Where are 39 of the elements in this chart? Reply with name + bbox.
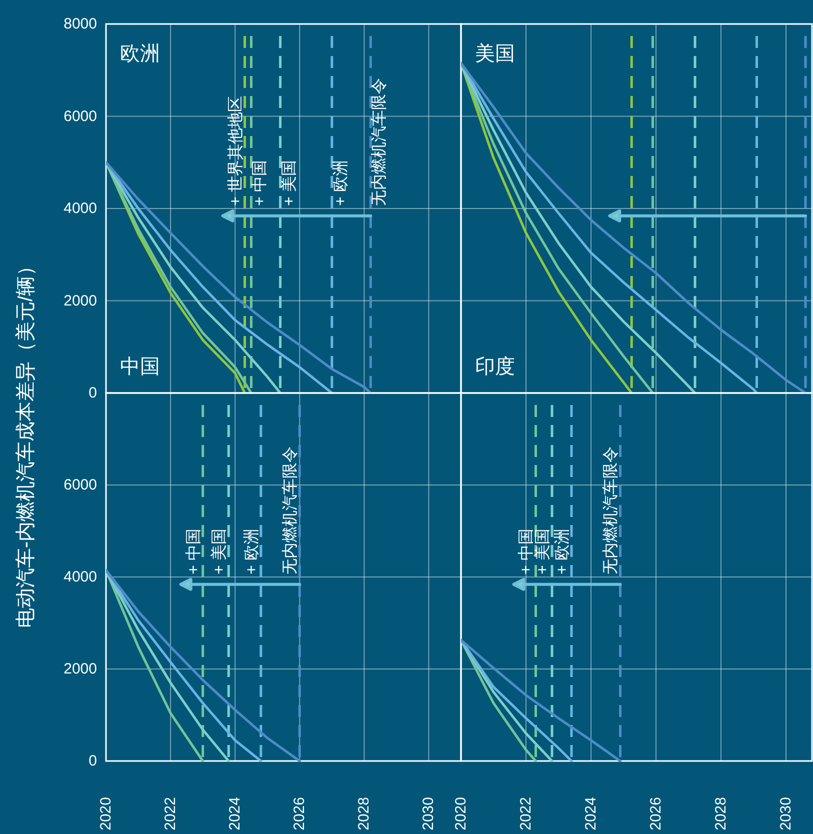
y-tick-label: 0	[88, 752, 97, 770]
ref-line-label: 无内燃机汽车限令	[281, 446, 300, 574]
x-tick-label: 2022	[518, 797, 534, 830]
y-tick-label: 4000	[64, 568, 97, 586]
x-tick-label: 2026	[648, 797, 664, 830]
ref-line-label: + 中国	[517, 528, 536, 574]
y-tick-label: 0	[88, 384, 97, 402]
x-tick-label: 2022	[162, 797, 180, 830]
ref-line-label: + 欧洲	[331, 160, 350, 206]
x-tick-label: 2028	[356, 797, 373, 830]
text: 美国	[475, 42, 515, 65]
x-tick-label: 2026	[291, 797, 308, 830]
chart-title: 印度	[475, 356, 515, 378]
x-tick-label: 2030	[420, 797, 438, 830]
ref-line-label: 无内燃机汽车限令	[370, 78, 388, 206]
chart-title: 中国	[120, 356, 160, 378]
y-tick-label: 2000	[64, 660, 97, 678]
y-tick-label: 6000	[64, 476, 97, 494]
x-tick-label: 2028	[712, 797, 730, 830]
y-axis-title: 电动汽车-内燃机汽车成本差异（美元/辆）	[14, 256, 37, 628]
x-tick-label: 2020	[98, 797, 114, 830]
ref-line-label: + 美国	[534, 528, 552, 574]
ref-line-label: + 美国	[280, 160, 298, 206]
x-tick-label: 2024	[226, 797, 244, 830]
text: 欧洲	[120, 43, 160, 65]
x-tick-label: 2030	[778, 797, 794, 830]
ref-line-label: + 中国	[184, 528, 202, 574]
ref-line-label: 无内燃机汽车限令	[602, 446, 620, 574]
ref-line-label: + 世界其他地区	[226, 96, 244, 206]
ref-line-label: + 欧洲	[242, 528, 260, 574]
y-tick-label: 4000	[64, 200, 97, 217]
y-tick-label: 6000	[64, 108, 97, 125]
ref-line-label: + 中国	[250, 160, 269, 206]
y-tick-label: 2000	[64, 292, 97, 310]
x-tick-label: 2020	[452, 797, 470, 830]
ref-line-label: + 美国	[210, 528, 228, 574]
y-tick-label: 8000	[64, 16, 97, 32]
x-tick-label: 2024	[582, 797, 600, 830]
ref-line-label: + 欧洲	[553, 528, 571, 574]
